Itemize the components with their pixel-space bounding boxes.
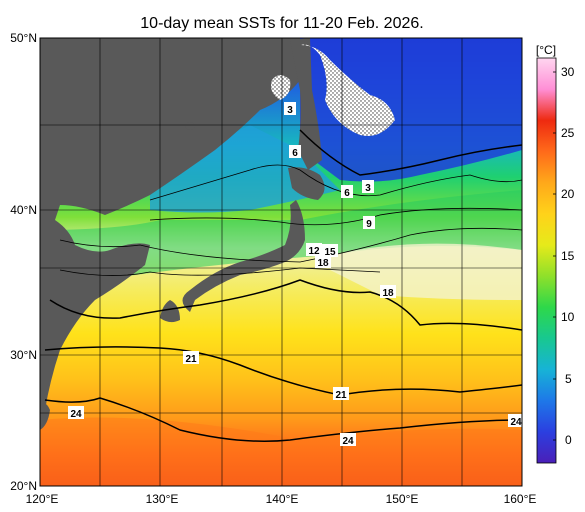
isotherm-label-text: 9 — [366, 219, 372, 230]
colorbar-tick-label: 5 — [565, 372, 572, 386]
isotherm-label-text: 24 — [70, 409, 82, 420]
isotherm-label: 21 — [333, 387, 349, 401]
isotherm-label: 15 — [322, 244, 338, 258]
cold-water-north — [300, 38, 522, 182]
isotherm-label: 24 — [340, 433, 356, 447]
colorbar-tick-label: 0 — [565, 433, 572, 447]
green-band — [40, 190, 522, 300]
isotherm-24 — [44, 397, 522, 442]
lon-tick-label: 130°E — [146, 492, 179, 506]
lon-tick-label: 160°E — [504, 492, 537, 506]
lat-tick-label: 30°N — [10, 348, 37, 362]
hokkaido — [288, 167, 325, 200]
isotherm-label-text: 24 — [510, 417, 522, 428]
isotherm-label: 18 — [315, 255, 331, 269]
colorbar-tick-label: 15 — [561, 249, 575, 263]
isotherm-12 — [59, 227, 522, 263]
isotherm-label: 6 — [341, 185, 353, 199]
isotherm-label: 24 — [508, 414, 522, 428]
colorbar-ticks — [553, 71, 556, 441]
lon-tick-label: 140°E — [266, 492, 299, 506]
isotherm-label-text: 15 — [324, 247, 336, 258]
lon-tick-label: 120°E — [26, 492, 59, 506]
kyushu — [160, 300, 180, 323]
isotherm-15 — [59, 267, 381, 276]
isotherm-label-text: 12 — [308, 246, 320, 257]
colorbar-tick-label: 30 — [561, 65, 575, 79]
asian-continent — [40, 38, 300, 420]
sea-ice-coastal — [271, 75, 291, 100]
isotherm-label-text: 3 — [287, 105, 293, 116]
isotherm-label-text: 21 — [335, 390, 347, 401]
island — [185, 122, 195, 130]
isotherm-label-text: 18 — [382, 288, 394, 299]
warm-water-south — [40, 417, 522, 486]
isotherm-label-text: 6 — [292, 148, 298, 159]
kuroshio-extension-warm — [330, 243, 522, 300]
isotherm-lines — [44, 129, 522, 442]
colorbar-unit: [°C] — [536, 43, 556, 57]
isotherm-label-text: 3 — [365, 183, 371, 194]
isotherm-21 — [44, 346, 522, 396]
sakhalin — [290, 38, 322, 170]
lat-tick-label: 40°N — [10, 203, 37, 217]
isotherm-label: 6 — [289, 145, 301, 159]
lat-tick-label: 20°N — [10, 479, 37, 493]
isotherm-labels: 3 6 6 3 9 12 15 18 18 21 21 24 24 24 — [68, 102, 522, 447]
map-title: 10-day mean SSTs for 11-20 Feb. 2026. — [140, 15, 423, 32]
isotherm-18 — [49, 279, 522, 331]
isotherm-label-text: 18 — [317, 258, 329, 269]
isotherm-label: 21 — [183, 351, 199, 365]
sea-ice — [300, 44, 395, 136]
colorbar — [536, 57, 557, 464]
taiwan — [40, 403, 50, 430]
map-frame — [39, 37, 523, 487]
map-area: 3 6 6 3 9 12 15 18 18 21 21 24 24 24 — [40, 38, 522, 486]
colorbar-tick-label: 20 — [561, 187, 575, 201]
lon-tick-label: 150°E — [386, 492, 419, 506]
isotherm-label-text: 24 — [342, 436, 354, 447]
honshu — [182, 200, 305, 312]
colorbar-tick-label: 25 — [561, 126, 575, 140]
isotherm-label-text: 21 — [185, 354, 197, 365]
isotherm-6 — [149, 164, 522, 201]
lat-tick-label: 50°N — [10, 31, 37, 45]
isotherm-label: 12 — [306, 243, 322, 257]
isotherm-3 — [299, 129, 522, 176]
isotherm-label: 9 — [363, 216, 375, 230]
isotherm-label: 3 — [362, 180, 374, 194]
isotherm-label-text: 6 — [344, 188, 350, 199]
isotherm-label: 18 — [380, 285, 396, 299]
isotherm-label: 3 — [284, 102, 296, 116]
isotherm-9 — [149, 207, 522, 226]
isotherm-label: 24 — [68, 406, 84, 420]
lat-lon-grid — [40, 38, 522, 486]
land — [40, 38, 325, 430]
colorbar-tick-label: 10 — [561, 310, 575, 324]
